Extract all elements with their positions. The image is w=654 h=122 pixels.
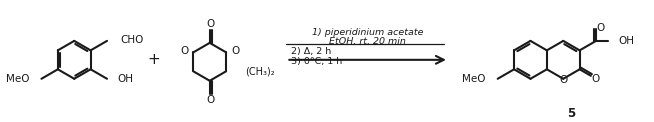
Text: O: O [231, 46, 239, 56]
Text: 3) 0°C, 1 h: 3) 0°C, 1 h [292, 57, 343, 66]
Text: 5: 5 [567, 107, 576, 120]
Text: CHO: CHO [120, 35, 143, 45]
Text: 1) piperidinium acetate: 1) piperidinium acetate [312, 28, 423, 37]
Text: O: O [592, 74, 600, 84]
Text: EtOH, rt, 20 min: EtOH, rt, 20 min [329, 37, 406, 46]
Text: MeO: MeO [6, 74, 29, 84]
Text: (CH₃)₂: (CH₃)₂ [245, 66, 275, 76]
Text: 2) Δ, 2 h: 2) Δ, 2 h [292, 47, 332, 56]
Text: O: O [559, 75, 568, 85]
Text: O: O [207, 95, 215, 105]
Text: O: O [596, 23, 604, 33]
Text: +: + [148, 52, 160, 67]
Text: OH: OH [618, 36, 634, 46]
Text: O: O [180, 46, 188, 56]
Text: O: O [207, 19, 215, 29]
Text: OH: OH [117, 74, 133, 84]
Text: MeO: MeO [462, 74, 486, 84]
